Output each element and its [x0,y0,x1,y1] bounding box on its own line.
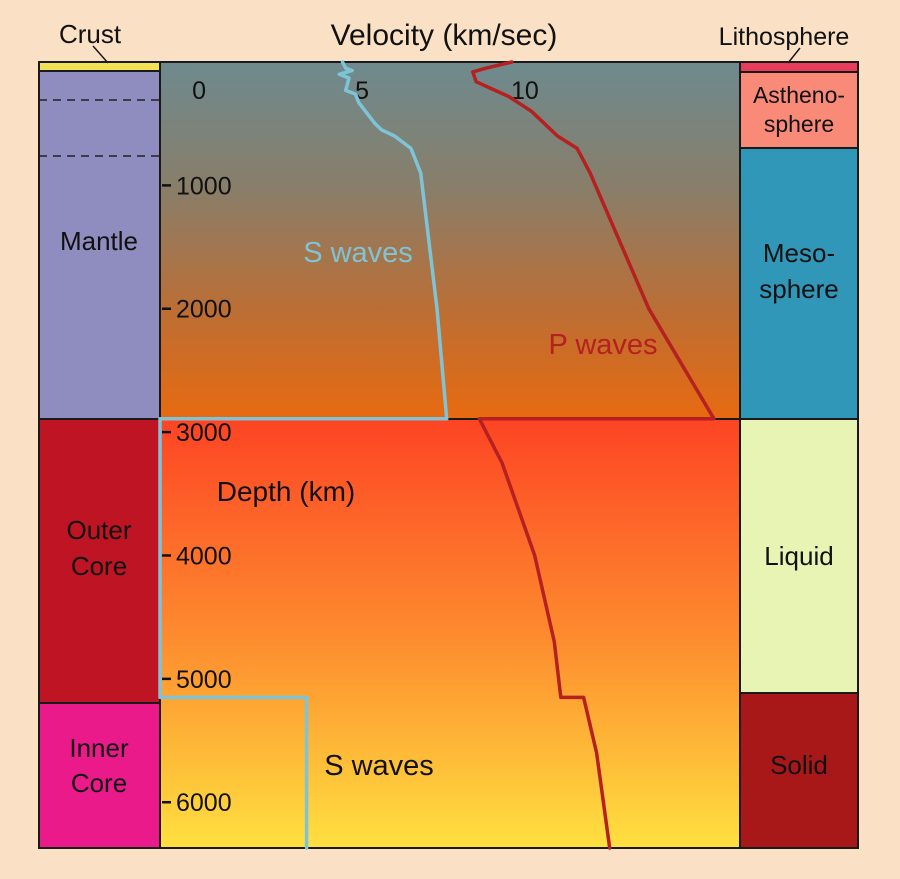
lithosphere-leader-line [787,47,801,64]
y-tick-label-6000: 6000 [176,789,232,817]
y-tick-label-5000: 5000 [176,666,232,694]
asthenosphere-label-line1: Astheno- [753,82,845,108]
mesosphere-label-line2: sphere [759,274,839,304]
s-waves-label-mantle: S waves [303,237,413,269]
outer-core-column [39,419,160,703]
y-axis-ticks: 1000 2000 3000 4000 5000 6000 [162,172,232,817]
mantle-column [39,71,160,419]
y-tick-label-4000: 4000 [176,542,232,570]
core-region-bg [160,419,740,848]
mantle-region-bg [160,62,740,419]
asthenosphere-column [740,72,858,148]
y-axis-title: Depth (km) [217,476,355,507]
mantle-label: Mantle [60,226,138,256]
inner-core-column [39,703,160,848]
y-tick-label-3000: 3000 [176,419,232,447]
outer-core-label-line1: Outer [66,515,131,545]
liquid-column [740,419,858,693]
crust-label: Crust [59,19,122,49]
p-waves-label: P waves [548,329,657,361]
outer-core-label-line2: Core [71,551,127,581]
solid-label: Solid [770,750,828,780]
y-tick-label-2000: 2000 [176,296,232,324]
mesosphere-label-line1: Meso- [763,238,835,268]
x-axis-title: Velocity (km/sec) [331,19,558,52]
solid-column [740,693,858,848]
p-waves-line [471,60,716,850]
mesosphere-column [740,148,858,419]
s-waves-line [158,60,449,850]
s-waves-label-core: S waves [324,750,434,782]
inner-core-label-line2: Core [71,768,127,798]
crust-leader-line [92,45,109,64]
series-layer [158,60,716,850]
inner-core-label-line1: Inner [69,733,129,763]
asthenosphere-label-line2: sphere [764,111,834,137]
x-tick-label-0: 0 [192,77,206,105]
lithosphere-band [740,62,858,72]
lithosphere-label: Lithosphere [719,23,850,51]
y-tick-label-1000: 1000 [176,172,232,200]
crust-band [39,62,160,71]
liquid-label: Liquid [764,541,833,571]
